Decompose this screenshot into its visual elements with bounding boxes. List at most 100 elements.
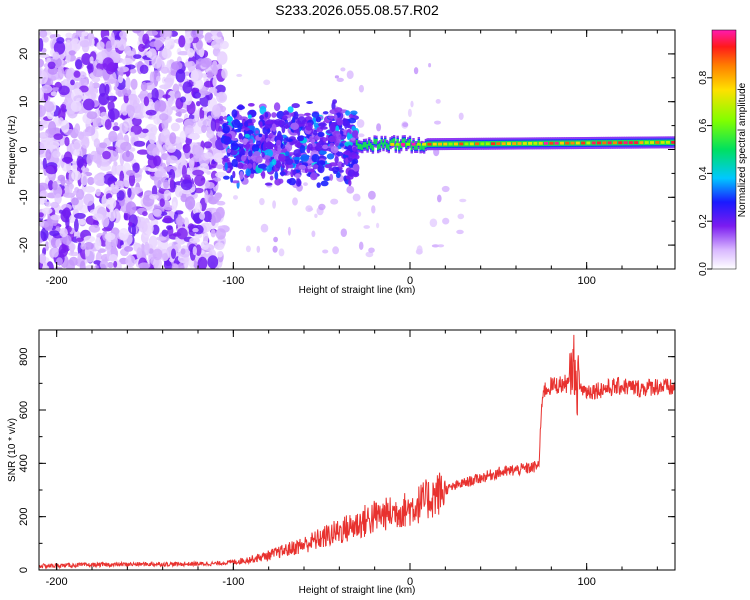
spectrogram-cell	[74, 212, 86, 219]
y-tick-label: 200	[18, 507, 30, 525]
spectrogram-cell	[320, 126, 328, 130]
spectrogram-cell	[283, 110, 289, 117]
spectrogram-cell	[318, 203, 326, 211]
spectrogram-cell	[92, 213, 104, 221]
spectrogram-cell	[192, 227, 199, 233]
spectrogram-cell	[142, 33, 150, 45]
spectrogram-cell	[50, 214, 61, 221]
spectrogram-cell	[68, 50, 76, 56]
spectrogram-cell	[157, 100, 167, 112]
spectrogram-cell	[162, 94, 171, 99]
spectrogram-cell	[114, 79, 119, 88]
tone-envelope-inner	[403, 138, 406, 144]
spectrogram-cell	[285, 151, 290, 157]
spectrogram-cell	[140, 81, 148, 92]
spectrogram-cell	[222, 158, 229, 162]
spectrogram-cell	[68, 183, 75, 190]
spectrogram-cell	[155, 236, 167, 241]
spectrogram-cell	[457, 213, 465, 220]
spectrogram-cell	[368, 247, 375, 253]
spectrogram-cell	[192, 145, 201, 159]
spectrogram-cell	[278, 178, 284, 184]
spectrogram-cell	[336, 77, 344, 82]
spectrogram-cell	[195, 30, 204, 38]
spectrogram-cell	[335, 125, 340, 132]
spectrogram-cell	[56, 37, 65, 44]
spectrogram-cell	[171, 248, 176, 260]
spectrogram-cell	[200, 240, 210, 250]
spectrogram-cell	[341, 163, 345, 168]
spectrogram-cell	[317, 122, 327, 127]
spectrogram-cell	[166, 145, 176, 153]
spectrogram-cell	[336, 151, 343, 157]
spectrogram-cell	[74, 218, 79, 233]
spectrogram-cell	[206, 129, 215, 139]
tone-core	[644, 141, 649, 144]
tone-core	[448, 142, 453, 146]
spectrogram-cell	[428, 62, 432, 68]
tone-envelope-inner	[401, 138, 405, 145]
spectrogram-cell	[348, 179, 352, 187]
spectrogram-cell	[184, 91, 193, 106]
colorbar-gradient	[711, 29, 737, 270]
spectrogram-cell	[192, 246, 197, 256]
spectrogram-cell	[151, 185, 158, 197]
spectrogram-cell	[132, 30, 142, 34]
spectrogram-cell	[165, 75, 173, 89]
spectrogram-cell	[199, 212, 206, 220]
spectrogram-cell	[65, 32, 73, 39]
spectrogram-cell	[215, 171, 227, 178]
spectrogram-cell	[236, 105, 245, 110]
spectrogram-cell	[271, 123, 277, 132]
tone-core	[533, 141, 538, 145]
spectrogram-cell	[71, 170, 82, 181]
spectrogram-cell	[39, 132, 49, 139]
spectrogram-cell	[131, 186, 143, 194]
spectrogram-cell	[273, 119, 283, 126]
spectrogram-cell	[64, 136, 70, 147]
spectrogram-cell	[232, 170, 236, 179]
spectrogram-cell	[91, 124, 96, 135]
spectrogram-cell	[292, 169, 297, 176]
spectrogram-cell	[207, 255, 219, 269]
spectrogram-cell	[42, 157, 47, 170]
spectrogram-cell	[47, 61, 56, 70]
spectrogram-cell	[43, 36, 49, 43]
spectrogram-cell	[83, 98, 95, 111]
tone-envelope-inner	[357, 143, 360, 149]
spectrogram-cell	[80, 173, 88, 186]
spectrogram-cell	[226, 148, 232, 154]
spectrogram-cell	[58, 244, 69, 257]
tone-envelope-inner	[362, 142, 366, 148]
spectrogram-cell	[216, 200, 226, 206]
spectrogram-cell	[245, 245, 251, 253]
spectrogram-cell	[101, 215, 110, 228]
spectrogram-cell	[167, 97, 173, 108]
spectrogram-cell	[127, 221, 133, 227]
spectrogram-cell	[268, 132, 274, 137]
spectrogram-cell	[262, 142, 266, 152]
spectrogram-cell	[343, 150, 351, 156]
spectrogram-cell	[261, 170, 266, 179]
spectrogram-cell	[128, 172, 136, 187]
y-tick-label: 10	[18, 96, 30, 108]
spectrogram-cell	[75, 188, 85, 200]
y-tick-label: 400	[18, 454, 30, 472]
spectrogram-cell	[175, 141, 183, 151]
spectrogram-cell	[233, 195, 238, 200]
colorbar-tick-label: 0.8	[698, 70, 709, 84]
spectrogram-cell	[71, 197, 79, 206]
spectrogram-cell	[195, 202, 202, 214]
spectrogram-cell	[156, 75, 161, 82]
spectrogram-cell	[71, 88, 83, 103]
spectrogram-cell	[58, 85, 70, 96]
spectrogram-cell	[187, 60, 196, 73]
spectrogram-cell	[285, 162, 289, 171]
spectrogram-cell	[197, 256, 208, 269]
spectrogram-cell	[317, 164, 325, 174]
spectrogram-cell	[175, 69, 186, 83]
spectrogram-cell	[308, 207, 314, 211]
spectrogram-cell	[104, 232, 116, 241]
spectrogram-cell	[164, 36, 171, 50]
spectrogram-cell	[244, 133, 250, 138]
